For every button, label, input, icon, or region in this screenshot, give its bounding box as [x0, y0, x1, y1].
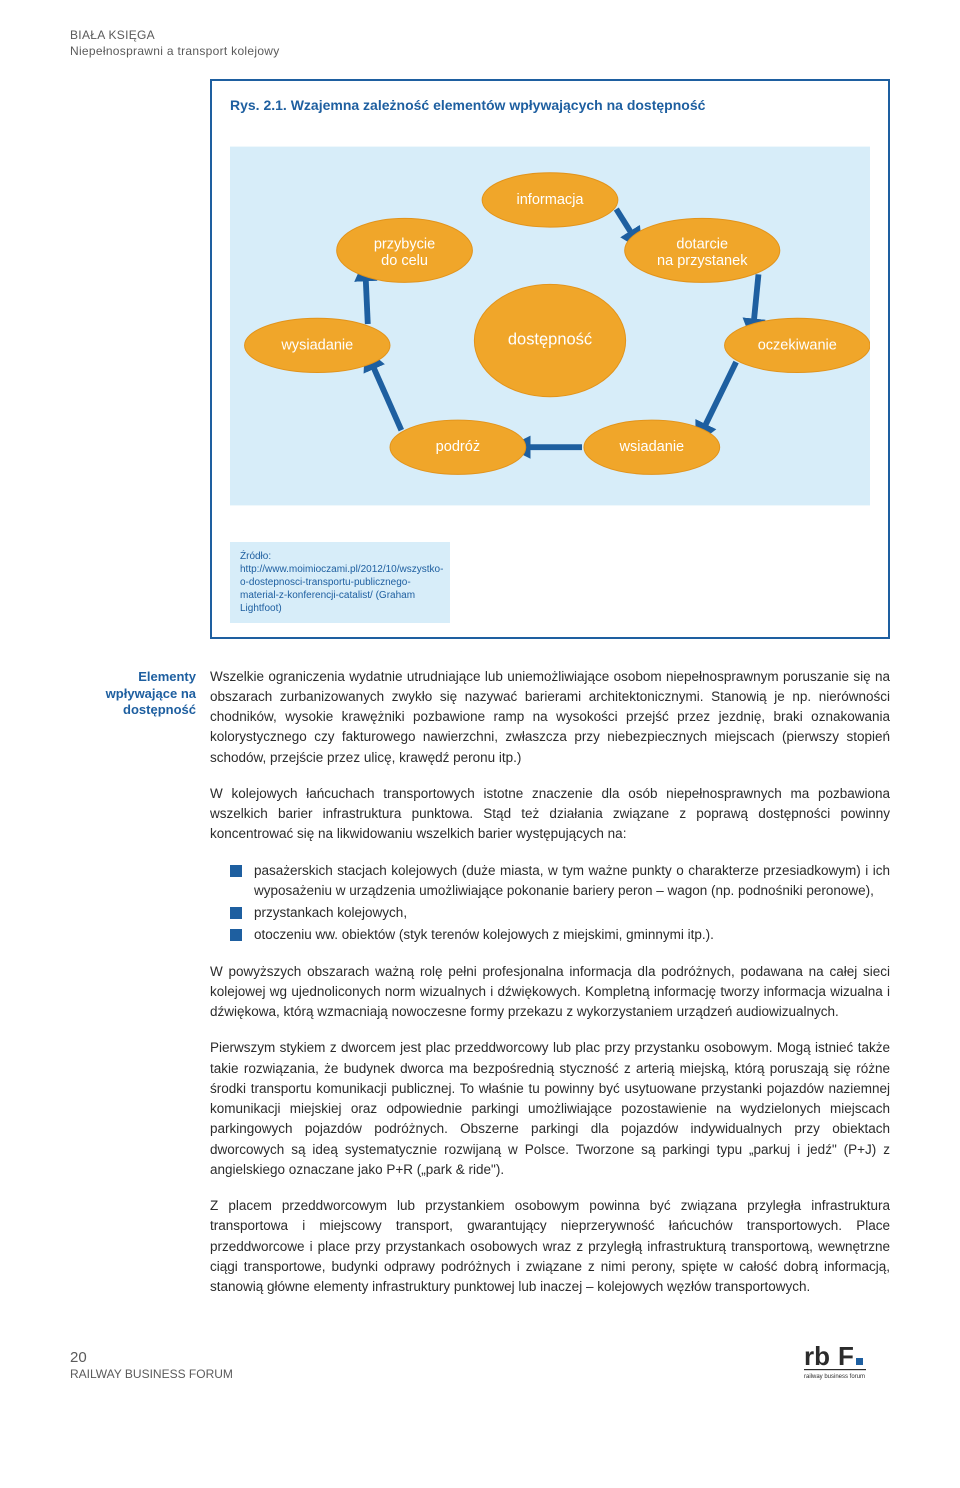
- bullet-2: przystankach kolejowych,: [230, 903, 890, 923]
- svg-text:podróż: podróż: [436, 439, 480, 455]
- svg-text:dostępność: dostępność: [508, 331, 592, 349]
- figure-source: Źródło: http://www.moimioczami.pl/2012/1…: [230, 542, 450, 623]
- diagram-svg: informacjadotarciena przystanekoczekiwan…: [230, 126, 870, 526]
- header-line1: BIAŁA KSIĘGA: [70, 28, 890, 44]
- para-2: W kolejowych łańcuchach transportowych i…: [210, 784, 890, 845]
- para-4: Pierwszym stykiem z dworcem jest plac pr…: [210, 1038, 890, 1180]
- svg-text:oczekiwanie: oczekiwanie: [758, 337, 837, 353]
- figure-title: Rys. 2.1. Wzajemna zależność elementów w…: [230, 95, 870, 116]
- footer-left: 20 RAILWAY BUSINESS FORUM: [70, 1349, 233, 1381]
- rbf-logo-icon: rb F railway business forum: [804, 1341, 890, 1381]
- header-line2: Niepełnosprawni a transport kolejowy: [70, 44, 890, 60]
- body-section: Elementy wpływające na dostępność Wszelk…: [70, 667, 890, 1314]
- publisher-name: RAILWAY BUSINESS FORUM: [70, 1367, 233, 1381]
- para-5: Z placem przeddworcowym lub przystankiem…: [210, 1196, 890, 1297]
- page-header: BIAŁA KSIĘGA Niepełnosprawni a transport…: [70, 28, 890, 59]
- svg-text:F: F: [838, 1341, 854, 1371]
- para-1: Wszelkie ograniczenia wydatnie utrudniaj…: [210, 667, 890, 768]
- para-3: W powyższych obszarach ważną rolę pełni …: [210, 962, 890, 1023]
- svg-text:przybyciedo celu: przybyciedo celu: [374, 237, 435, 269]
- page-number: 20: [70, 1349, 233, 1367]
- bullet-3: otoczeniu ww. obiektów (styk terenów kol…: [230, 925, 890, 945]
- diagram: informacjadotarciena przystanekoczekiwan…: [230, 126, 870, 532]
- margin-label-text: Elementy wpływające na dostępność: [106, 669, 196, 718]
- page-footer: 20 RAILWAY BUSINESS FORUM rb F railway b…: [70, 1341, 890, 1381]
- body-text: Wszelkie ograniczenia wydatnie utrudniaj…: [210, 667, 890, 1314]
- footer-logo: rb F railway business forum: [804, 1341, 890, 1381]
- margin-label: Elementy wpływające na dostępność: [70, 667, 210, 1314]
- svg-text:wsiadanie: wsiadanie: [619, 439, 685, 455]
- svg-text:rb: rb: [804, 1341, 830, 1371]
- svg-text:wysiadanie: wysiadanie: [280, 337, 353, 353]
- bullet-1: pasażerskich stacjach kolejowych (duże m…: [230, 861, 890, 902]
- logo-sub: railway business forum: [804, 1374, 865, 1380]
- svg-text:informacja: informacja: [516, 192, 584, 208]
- figure-box: Rys. 2.1. Wzajemna zależność elementów w…: [210, 79, 890, 639]
- bullet-list: pasażerskich stacjach kolejowych (duże m…: [230, 861, 890, 946]
